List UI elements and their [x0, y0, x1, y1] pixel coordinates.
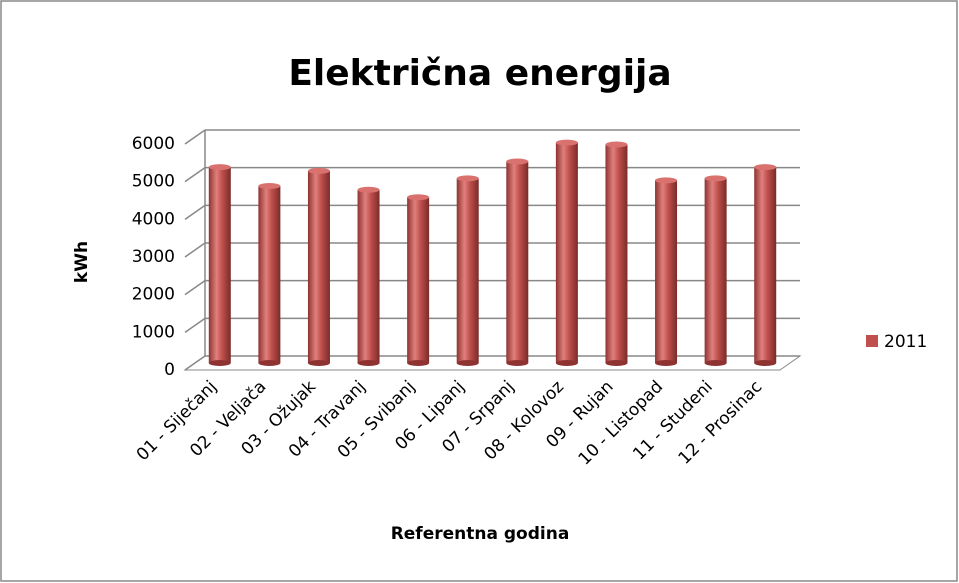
- bar-cap: [258, 182, 281, 189]
- grid-line-side: [184, 167, 206, 183]
- bar-base: [456, 360, 479, 366]
- bar-cap: [754, 164, 777, 171]
- y-tick-label: 4000: [132, 209, 175, 229]
- y-tick-label: 6000: [132, 134, 175, 154]
- bar-base: [605, 360, 628, 366]
- bar: [357, 189, 380, 363]
- bar-cap: [208, 164, 231, 171]
- bar-base: [258, 360, 281, 366]
- bar-base: [407, 360, 430, 366]
- bar: [704, 178, 727, 363]
- grid-line-side: [184, 355, 206, 371]
- x-axis-title: Referentna godina: [391, 524, 570, 544]
- y-tick-label: 1000: [132, 322, 175, 342]
- bar-cap: [605, 141, 628, 148]
- bar-base: [357, 360, 380, 366]
- bar: [754, 167, 777, 363]
- bar: [258, 185, 281, 363]
- grid-line-side: [184, 129, 206, 145]
- grid-line-side: [184, 242, 206, 258]
- legend-swatch: [866, 335, 878, 347]
- bar-base: [754, 360, 777, 366]
- bar: [555, 142, 578, 363]
- bar-cap: [555, 139, 578, 146]
- grid-line-side: [184, 204, 206, 220]
- bar: [655, 180, 678, 363]
- bar-base: [506, 360, 529, 366]
- bar: [506, 161, 529, 363]
- bar: [307, 170, 330, 363]
- y-tick-label: 5000: [132, 172, 175, 192]
- bar-cap: [307, 167, 330, 174]
- bar-base: [655, 360, 678, 366]
- grid-line-side: [184, 317, 206, 333]
- y-axis-title: kWh: [72, 241, 92, 283]
- bar-cap: [704, 175, 727, 182]
- bar-cap: [357, 186, 380, 193]
- bar-base: [704, 360, 727, 366]
- bar-cap: [407, 194, 430, 201]
- bar-base: [555, 360, 578, 366]
- bar-base: [208, 360, 231, 366]
- bar-base: [307, 360, 330, 366]
- legend-label: 2011: [884, 332, 927, 352]
- bar-cap: [456, 175, 479, 182]
- y-tick-label: 3000: [132, 247, 175, 267]
- bar: [456, 178, 479, 363]
- y-tick-label: 0: [164, 360, 175, 380]
- bar-cap: [506, 158, 529, 165]
- bar-cap: [655, 177, 678, 184]
- bar: [208, 167, 231, 363]
- bar: [605, 144, 628, 363]
- grid-line-side: [184, 280, 206, 296]
- bar: [407, 197, 430, 363]
- y-tick-label: 2000: [132, 285, 175, 305]
- chart-title: Električna energija: [288, 53, 671, 94]
